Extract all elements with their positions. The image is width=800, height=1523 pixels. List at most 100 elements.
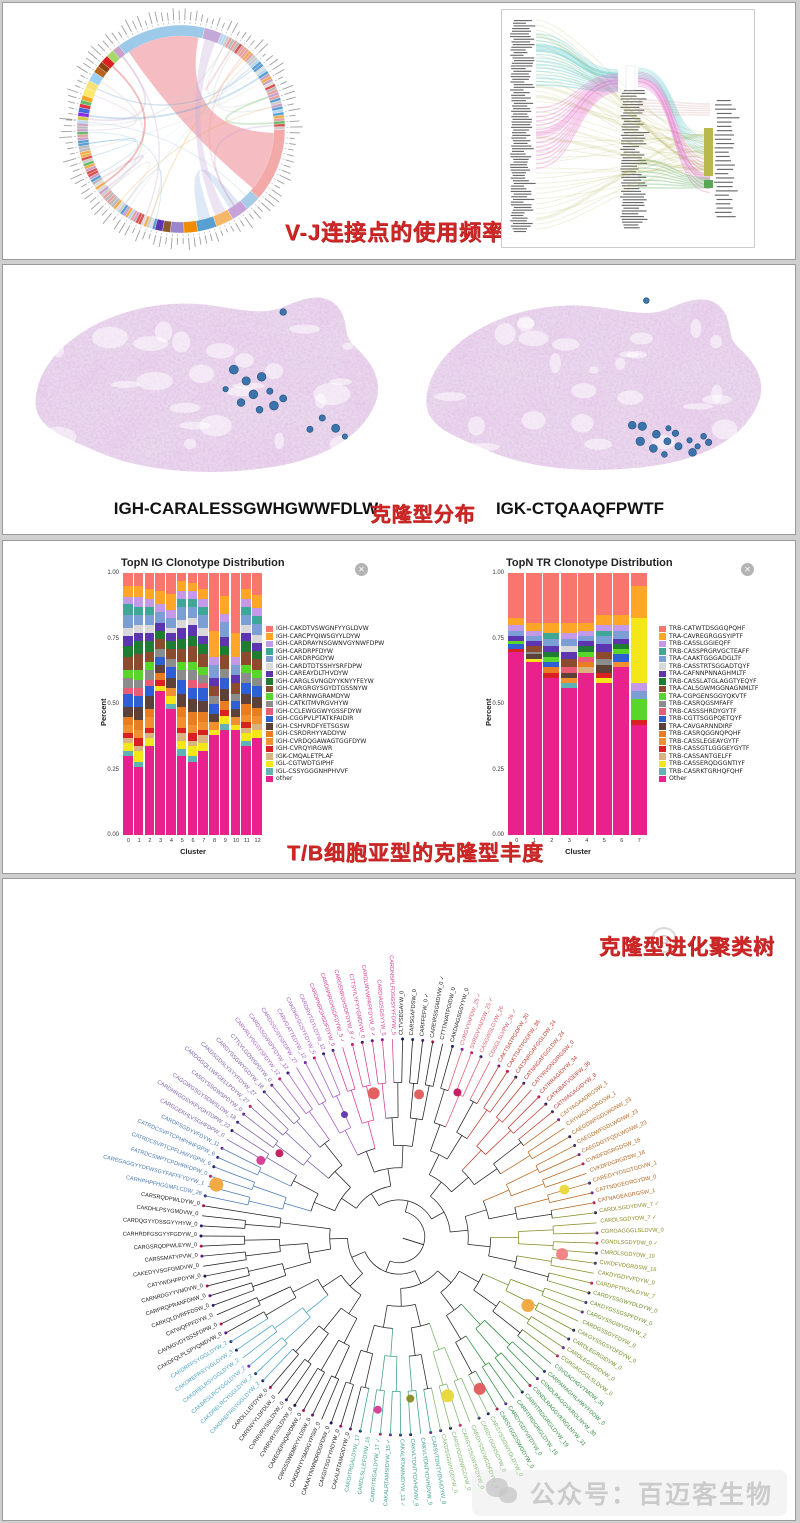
x-tick: 7 bbox=[637, 838, 641, 844]
tr-chart-control-icon[interactable]: ✕ bbox=[741, 563, 754, 576]
ig-chart-control-icon[interactable]: ✕ bbox=[355, 563, 368, 576]
legend-item: IGH-CGGPVLPTATKFAIDIR bbox=[266, 715, 384, 723]
chord-diagram bbox=[59, 8, 303, 251]
bar-segment bbox=[133, 573, 144, 587]
leaf-node-dot bbox=[209, 1174, 213, 1178]
bar-segment bbox=[209, 573, 219, 631]
bar-segment bbox=[525, 630, 542, 636]
bar-segment bbox=[123, 586, 133, 597]
bar-segment bbox=[166, 617, 176, 629]
bar-segment bbox=[133, 586, 144, 597]
legend-label: TRB-CASRQGGNQPQHF bbox=[669, 730, 742, 738]
leaf-node-dot bbox=[205, 1284, 209, 1288]
legend-item: TRB-CASRQGSMFAFF bbox=[659, 700, 758, 708]
bar-segment bbox=[543, 651, 560, 657]
legend-swatch bbox=[266, 730, 273, 737]
bar-segment bbox=[508, 648, 525, 652]
chord-segment bbox=[273, 123, 286, 128]
clonotype-spot bbox=[686, 437, 693, 444]
bar-segment bbox=[525, 659, 542, 663]
bar-segment bbox=[578, 635, 595, 642]
leaf-label: CARPITRGALDYW_17 ✓ bbox=[370, 1438, 382, 1503]
bar-segment bbox=[155, 591, 165, 605]
legend-swatch bbox=[659, 625, 666, 632]
leaf-node-dot bbox=[401, 1037, 405, 1041]
bar-segment bbox=[133, 706, 144, 720]
bar-segment bbox=[595, 635, 612, 644]
legend-item: IGH-CVRDQGAWAGTGGFDYW bbox=[266, 738, 384, 746]
leaf-node-dot bbox=[577, 1153, 581, 1157]
bar-segment bbox=[187, 662, 198, 670]
x-tick: 9 bbox=[223, 838, 227, 844]
legend-item: Other bbox=[659, 775, 758, 783]
bar-segment bbox=[176, 727, 187, 733]
legend-label: TRB-CASSSHRDYGYTF bbox=[669, 707, 737, 715]
bar-segment bbox=[613, 654, 630, 663]
chord-ribbon bbox=[194, 169, 239, 221]
bar-cluster-0 bbox=[123, 573, 133, 835]
highlight-node-dot bbox=[414, 1089, 425, 1100]
tissue-image-igh bbox=[35, 297, 379, 472]
bar-segment bbox=[133, 633, 144, 642]
legend-label: TRB-CASSLATGLAGGTYEQYF bbox=[669, 677, 757, 685]
bar-segment bbox=[144, 685, 155, 697]
tr-xlabel: Cluster bbox=[565, 847, 591, 856]
y-tick: 0.00 bbox=[107, 832, 119, 838]
bar-segment bbox=[144, 727, 155, 733]
bar-segment bbox=[525, 622, 542, 631]
bar-segment bbox=[198, 675, 208, 684]
clonotype-spot bbox=[222, 386, 229, 393]
clonotype-spot bbox=[700, 433, 707, 440]
bar-segment bbox=[123, 738, 133, 744]
bar-segment bbox=[241, 693, 252, 705]
legend-label: IGH-CAREAYDLTHVDYW bbox=[276, 670, 349, 678]
legend-swatch bbox=[266, 768, 273, 775]
bar-segment bbox=[133, 607, 144, 615]
bar-segment bbox=[252, 624, 262, 636]
bar-segment bbox=[198, 711, 208, 723]
leaf-node-dot bbox=[303, 1061, 307, 1065]
leaf-node-dot bbox=[450, 1044, 454, 1048]
x-tick: 10 bbox=[233, 838, 240, 844]
x-tick: 4 bbox=[585, 838, 589, 844]
legend-swatch bbox=[659, 655, 666, 662]
y-tick: 0.50 bbox=[107, 701, 119, 707]
clonotype-spot bbox=[248, 389, 259, 399]
leaf-node-dot bbox=[208, 1294, 212, 1298]
bar-segment bbox=[176, 573, 187, 581]
bar-segment bbox=[630, 698, 647, 720]
bar-segment bbox=[595, 677, 612, 684]
bar-segment bbox=[176, 580, 187, 592]
bar-segment bbox=[176, 607, 187, 621]
bar-segment bbox=[230, 675, 241, 684]
clonotype-spot bbox=[665, 425, 672, 432]
bar-segment bbox=[144, 662, 155, 670]
legend-item: TRB-CATWTDSGGQPQHF bbox=[659, 625, 758, 633]
legend-label: IGK-CMQALETPLAF bbox=[276, 752, 334, 760]
legend-swatch bbox=[266, 753, 273, 760]
leaf-label: CGNDLSGDYDW_0 ✓ bbox=[601, 1239, 658, 1247]
legend-swatch bbox=[266, 663, 273, 670]
bar-segment bbox=[578, 667, 595, 673]
bar-segment bbox=[578, 651, 595, 657]
legend-swatch bbox=[659, 708, 666, 715]
legend-label: TRA-CAVREGRGGSYIPTF bbox=[669, 632, 744, 640]
bar-segment bbox=[252, 594, 262, 609]
bar-segment bbox=[241, 704, 252, 715]
legend-label: IGH-CARRNWGRAMDYW bbox=[276, 692, 351, 700]
bar-segment bbox=[252, 670, 262, 679]
bar-cluster-11 bbox=[241, 573, 252, 835]
y-tick: 0.00 bbox=[492, 832, 504, 838]
leaf-node-dot bbox=[329, 1421, 333, 1425]
bar-segment bbox=[252, 608, 262, 617]
leaf-label: CARSGAFDSW_0 bbox=[409, 989, 418, 1036]
radial-dendrogram: CARHPHPFHGGMFLCDW_28CAREGAGGYYDFWSGYFAFF… bbox=[102, 955, 663, 1507]
legend-swatch bbox=[266, 738, 273, 745]
bar-segment bbox=[219, 572, 230, 597]
bar-segment bbox=[252, 697, 262, 709]
bar-segment bbox=[176, 620, 187, 629]
legend-swatch bbox=[266, 670, 273, 677]
bar-segment bbox=[123, 724, 133, 733]
bar-segment bbox=[144, 669, 155, 681]
leaf-label: CARSSMATYPVW_0 bbox=[144, 1253, 198, 1264]
